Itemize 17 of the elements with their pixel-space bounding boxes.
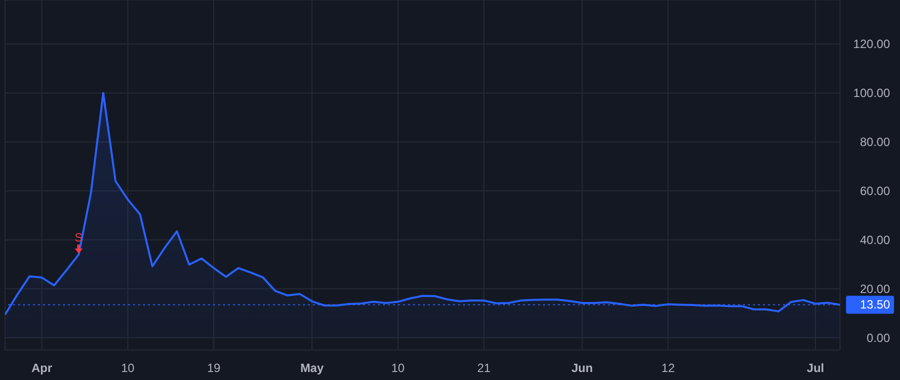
y-tick-label: 0.00 [866,330,890,345]
x-tick-label: Jul [806,361,824,375]
ref-line-label: 13.50 [860,298,890,312]
y-tick-label: 80.00 [860,134,890,149]
x-tick-label: May [300,361,324,375]
x-tick-label: 10 [121,361,135,375]
y-tick-label: 120.00 [853,37,890,52]
y-tick-label: 60.00 [860,184,890,198]
x-tick-label: Apr [32,361,52,375]
x-tick-label: Jun [571,361,593,375]
y-tick-label: 100.00 [853,86,890,100]
x-tick-label: 12 [661,361,676,375]
x-tick-label: 19 [207,361,221,375]
x-tick-label: 21 [477,361,491,375]
y-tick-label: 20.00 [860,282,890,296]
y-tick-label: 40.00 [860,232,890,247]
x-tick-label: 10 [391,361,405,375]
